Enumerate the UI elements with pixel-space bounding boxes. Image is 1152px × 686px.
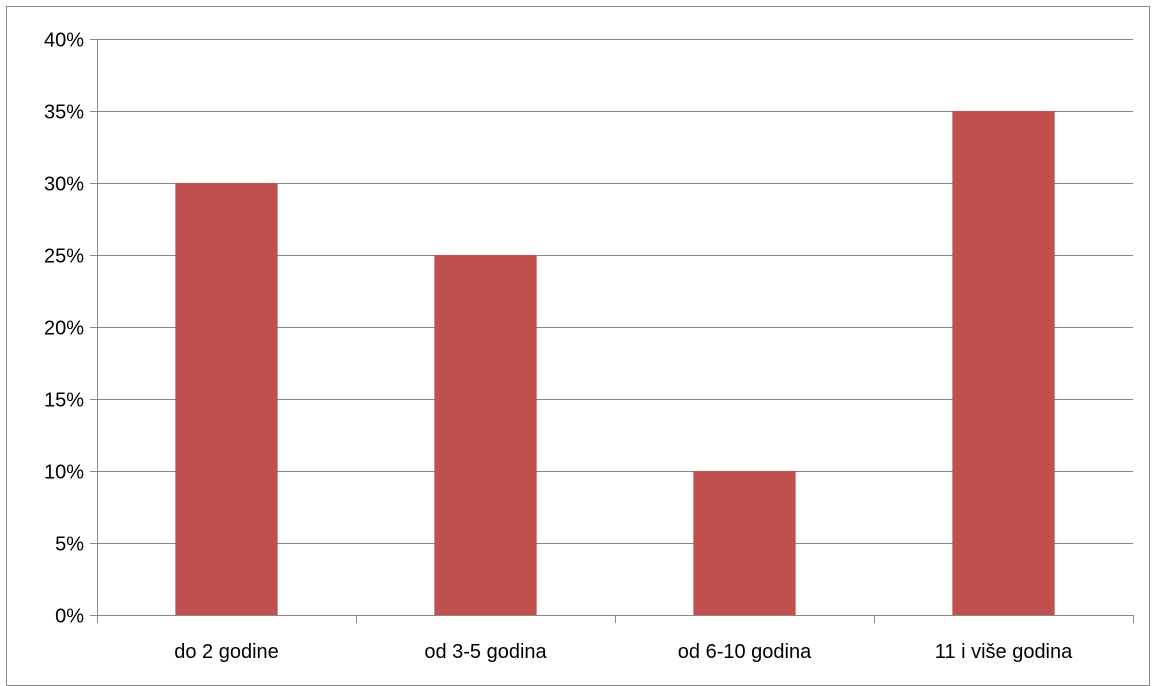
bar-2	[434, 255, 537, 615]
y-tick-label: 10%	[44, 462, 84, 484]
y-tick-label: 40%	[44, 30, 84, 52]
y-tick-label: 25%	[44, 246, 84, 268]
y-tick-label: 35%	[44, 102, 84, 124]
x-tick-label: od 3-5 godina	[424, 641, 547, 663]
y-tick-label: 5%	[55, 534, 84, 556]
y-tick-label: 20%	[44, 318, 84, 340]
y-tick-labels: 0% 5% 10% 15% 20% 25% 30% 35% 40%	[44, 30, 84, 628]
x-tick-labels: do 2 godine od 3-5 godina od 6-10 godina 11…	[174, 641, 1073, 663]
x-tick-label: od 6-10 godina	[678, 641, 812, 663]
axes	[90, 39, 1134, 623]
x-tick-label: 11 i više godina	[935, 641, 1073, 663]
bar-1	[175, 183, 278, 615]
y-tick-label: 30%	[44, 174, 84, 196]
bar-4	[952, 111, 1055, 615]
bars	[175, 111, 1055, 615]
y-tick-label: 0%	[55, 606, 84, 628]
y-tick-label: 15%	[44, 390, 84, 412]
x-tick-label: do 2 godine	[174, 641, 279, 663]
bar-3	[693, 471, 796, 615]
